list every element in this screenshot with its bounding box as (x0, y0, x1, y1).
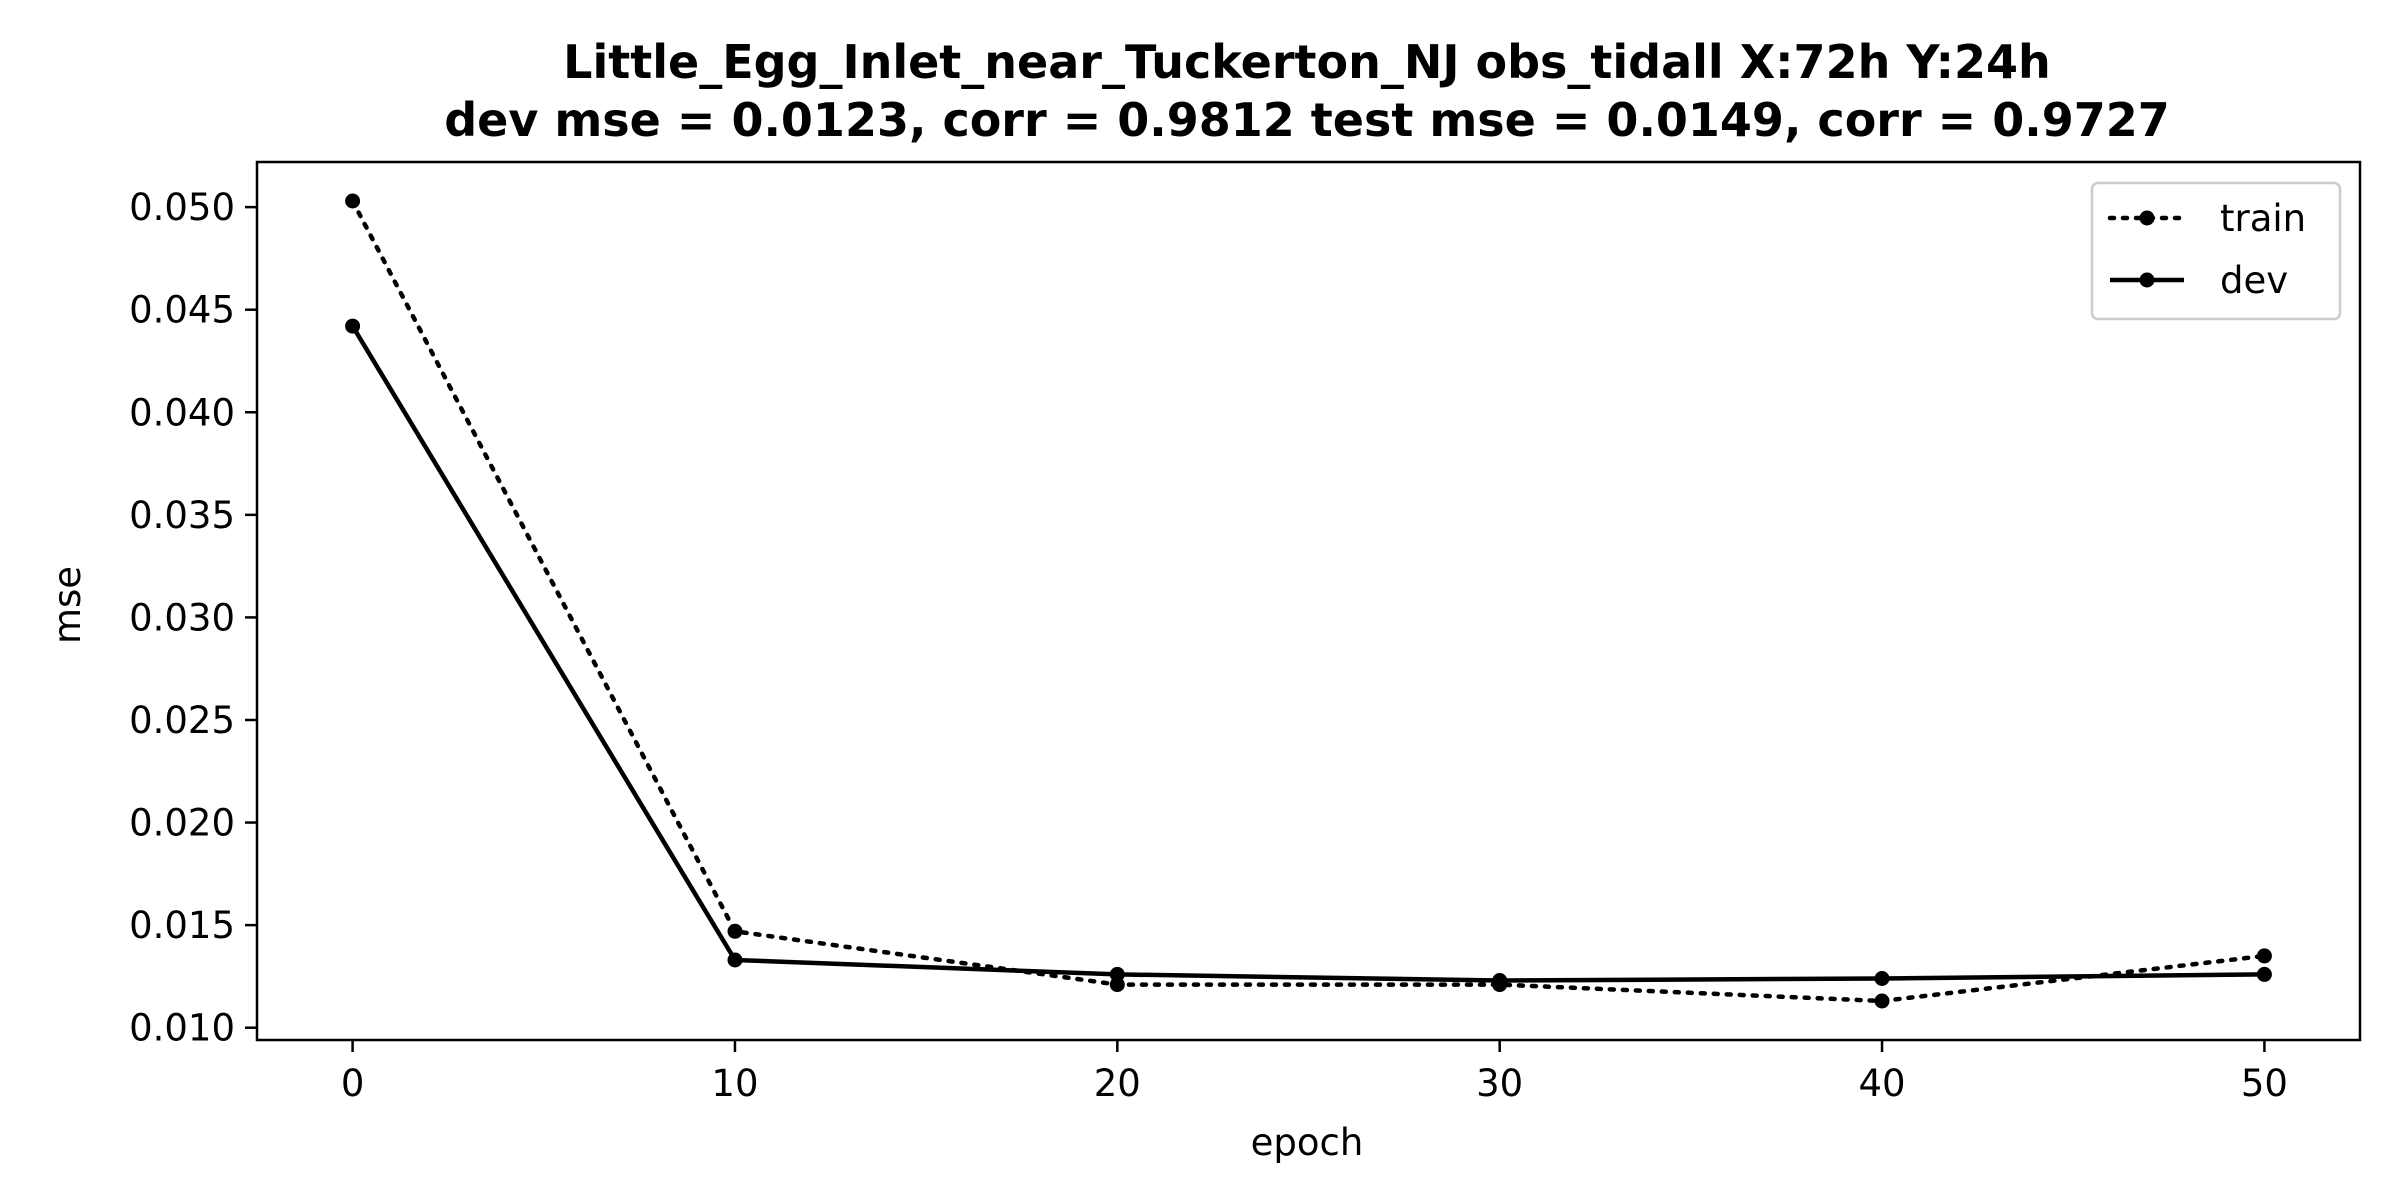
x-tick-label: 40 (1858, 1062, 1905, 1105)
legend-label-dev: dev (2220, 259, 2288, 302)
data-point-train-5 (2256, 948, 2272, 964)
y-axis-label: mse (46, 566, 89, 644)
x-tick-label: 0 (341, 1062, 365, 1105)
data-point-train-0 (345, 193, 361, 209)
x-tick-label: 30 (1476, 1062, 1523, 1105)
legend-marker-train (2139, 210, 2155, 226)
y-tick-label: 0.015 (129, 904, 235, 947)
legend-marker-dev (2139, 272, 2155, 288)
data-point-dev-2 (1109, 966, 1125, 982)
data-point-train-1 (727, 923, 743, 939)
axes-layer: 0 10 20 30 40 50 0.010 0.015 0.020 0.025 0.030 0.03… (129, 160, 2362, 1105)
y-tick-label: 0.040 (129, 391, 235, 434)
legend: train dev (2090, 181, 2342, 321)
x-tick-label: 50 (2241, 1062, 2288, 1105)
y-tick-label: 0.045 (129, 289, 235, 332)
data-point-dev-0 (345, 318, 361, 334)
legend-label-train: train (2220, 197, 2306, 240)
y-tick-label: 0.035 (129, 494, 235, 537)
x-axis-label: epoch (1251, 1121, 1364, 1164)
x-tick-label: 10 (711, 1062, 758, 1105)
data-point-train-4 (1874, 993, 1890, 1009)
chart-subtitle: dev mse = 0.0123, corr = 0.9812 test mse… (444, 93, 2170, 147)
data-point-dev-4 (1874, 971, 1890, 986)
y-tick-label: 0.025 (129, 699, 235, 742)
y-tick-label: 0.030 (129, 596, 235, 639)
series-layer (345, 193, 2272, 1009)
series-line-dev (350, 324, 2265, 983)
data-point-dev-5 (2256, 966, 2272, 982)
data-point-dev-3 (1492, 973, 1508, 988)
y-tick-label: 0.050 (129, 186, 235, 229)
plot-frame (255, 160, 2362, 1042)
y-tick-label: 0.010 (129, 1007, 235, 1050)
data-point-dev-1 (727, 952, 743, 968)
chart-title: Little_Egg_Inlet_near_Tuckerton_NJ obs_t… (563, 35, 2051, 89)
series-line-train (350, 198, 2267, 1004)
x-tick-label: 20 (1094, 1062, 1141, 1105)
y-tick-label: 0.020 (129, 802, 235, 845)
